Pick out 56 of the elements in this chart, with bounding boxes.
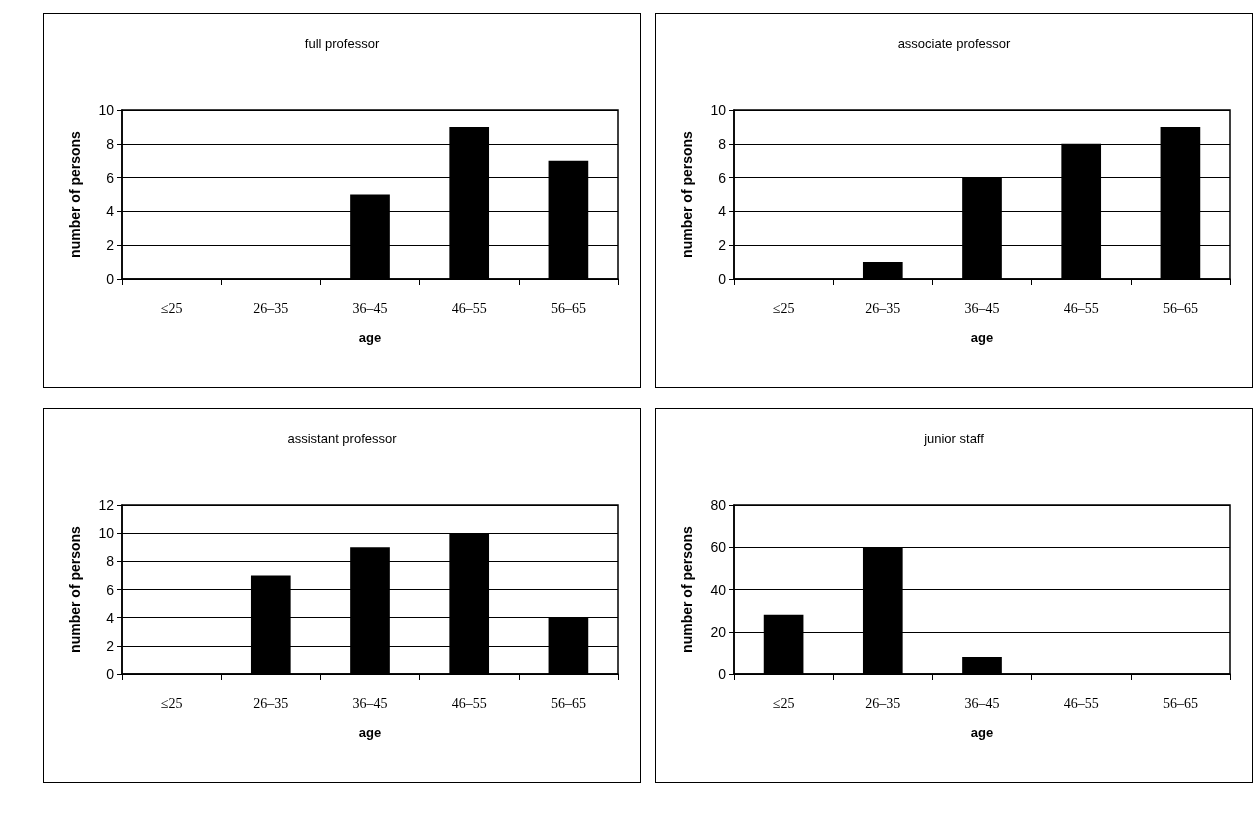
x-axis-title: age — [970, 330, 994, 345]
x-tick-label: 56–65 — [550, 300, 586, 316]
x-axis-title: age — [970, 725, 994, 740]
x-tick-label: ≤25 — [160, 695, 183, 711]
y-tick-label: 0 — [718, 666, 727, 682]
y-tick-label: 20 — [710, 623, 727, 640]
x-tick-label: 36–45 — [352, 695, 388, 711]
x-tick-label: ≤25 — [772, 300, 795, 316]
x-tick-label: 36–45 — [964, 695, 1000, 711]
y-axis-title: number of persons — [679, 130, 695, 258]
y-axis-title: number of persons — [67, 525, 83, 653]
x-tick-label: 56–65 — [1162, 300, 1198, 316]
y-tick-label: 10 — [98, 102, 115, 118]
y-tick-label: 8 — [718, 135, 727, 152]
y-tick-label: 2 — [106, 637, 115, 654]
x-tick-label: 26–35 — [253, 300, 289, 316]
x-tick-label: 26–35 — [865, 300, 901, 316]
y-tick-label: 0 — [718, 271, 727, 287]
chart-title: full professor — [304, 36, 380, 51]
y-tick-label: 0 — [106, 666, 115, 682]
chart-title: associate professor — [897, 36, 1012, 51]
y-tick-label: 12 — [98, 497, 115, 513]
y-tick-label: 6 — [106, 169, 115, 186]
y-tick-label: 4 — [718, 203, 727, 220]
x-tick-label: 46–55 — [451, 695, 487, 711]
chart-title: assistant professor — [287, 431, 398, 446]
x-tick-label: 36–45 — [352, 300, 388, 316]
x-tick-label: 26–35 — [253, 695, 289, 711]
y-tick-label: 60 — [710, 539, 727, 556]
chart-title: junior staff — [923, 431, 985, 446]
x-tick-label: 26–35 — [865, 695, 901, 711]
x-tick-label: 36–45 — [964, 300, 1000, 316]
x-tick-label: 46–55 — [1063, 695, 1099, 711]
x-tick-label: 56–65 — [1162, 695, 1198, 711]
y-tick-label: 40 — [710, 581, 727, 598]
y-tick-label: 8 — [106, 553, 115, 570]
y-axis-title: number of persons — [679, 525, 695, 653]
y-tick-label: 10 — [98, 525, 115, 542]
y-tick-label: 6 — [718, 169, 727, 186]
y-tick-label: 4 — [106, 203, 115, 220]
x-tick-label: 56–65 — [550, 695, 586, 711]
x-tick-label: 46–55 — [451, 300, 487, 316]
x-tick-label: 46–55 — [1063, 300, 1099, 316]
x-tick-label: ≤25 — [772, 695, 795, 711]
x-axis-title: age — [358, 330, 382, 345]
y-tick-label: 6 — [106, 581, 115, 598]
y-tick-label: 10 — [710, 102, 727, 118]
y-tick-label: 2 — [106, 237, 115, 254]
y-tick-label: 8 — [106, 135, 115, 152]
y-tick-label: 80 — [710, 497, 727, 513]
y-tick-label: 2 — [718, 237, 727, 254]
x-axis-title: age — [358, 725, 382, 740]
y-axis-title: number of persons — [67, 130, 83, 258]
y-tick-label: 4 — [106, 609, 115, 626]
x-tick-label: ≤25 — [160, 300, 183, 316]
y-tick-label: 0 — [106, 271, 115, 287]
